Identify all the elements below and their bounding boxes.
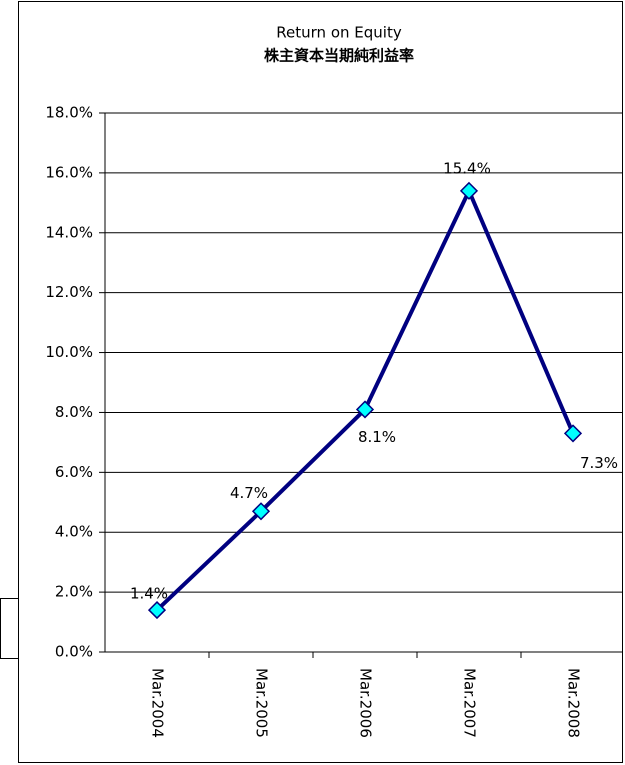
data-label: 1.4% — [130, 585, 168, 603]
marker — [563, 424, 583, 443]
x-tick-label: Mar.2007 — [461, 668, 479, 738]
x-tick-label: Mar.2004 — [149, 668, 167, 738]
data-label: 4.7% — [230, 484, 268, 502]
marker — [355, 400, 375, 419]
y-tick-label: 12.0% — [45, 283, 93, 301]
side-box — [0, 598, 19, 659]
x-tick-label: Mar.2005 — [253, 668, 271, 738]
marker — [251, 502, 271, 521]
y-tick-label: 8.0% — [55, 403, 93, 421]
x-tick-label: Mar.2006 — [357, 668, 375, 738]
y-tick-label: 16.0% — [45, 163, 93, 181]
y-tick-label: 10.0% — [45, 343, 93, 361]
y-tick-label: 4.0% — [55, 523, 93, 541]
chart-frame — [18, 1, 623, 763]
marker — [147, 601, 167, 620]
x-tick-label: Mar.2008 — [565, 668, 583, 738]
data-label: 15.4% — [443, 159, 491, 177]
chart-subtitle: 株主資本当期純利益率 — [264, 47, 414, 65]
marker — [459, 181, 479, 200]
y-tick-label: 2.0% — [55, 583, 93, 601]
y-tick-label: 6.0% — [55, 463, 93, 481]
data-label: 8.1% — [358, 428, 396, 446]
chart-title: Return on Equity — [276, 24, 402, 42]
y-tick-label: 14.0% — [45, 223, 93, 241]
data-label: 7.3% — [580, 454, 618, 472]
y-tick-label: 0.0% — [55, 643, 93, 661]
y-tick-label: 18.0% — [45, 104, 93, 122]
